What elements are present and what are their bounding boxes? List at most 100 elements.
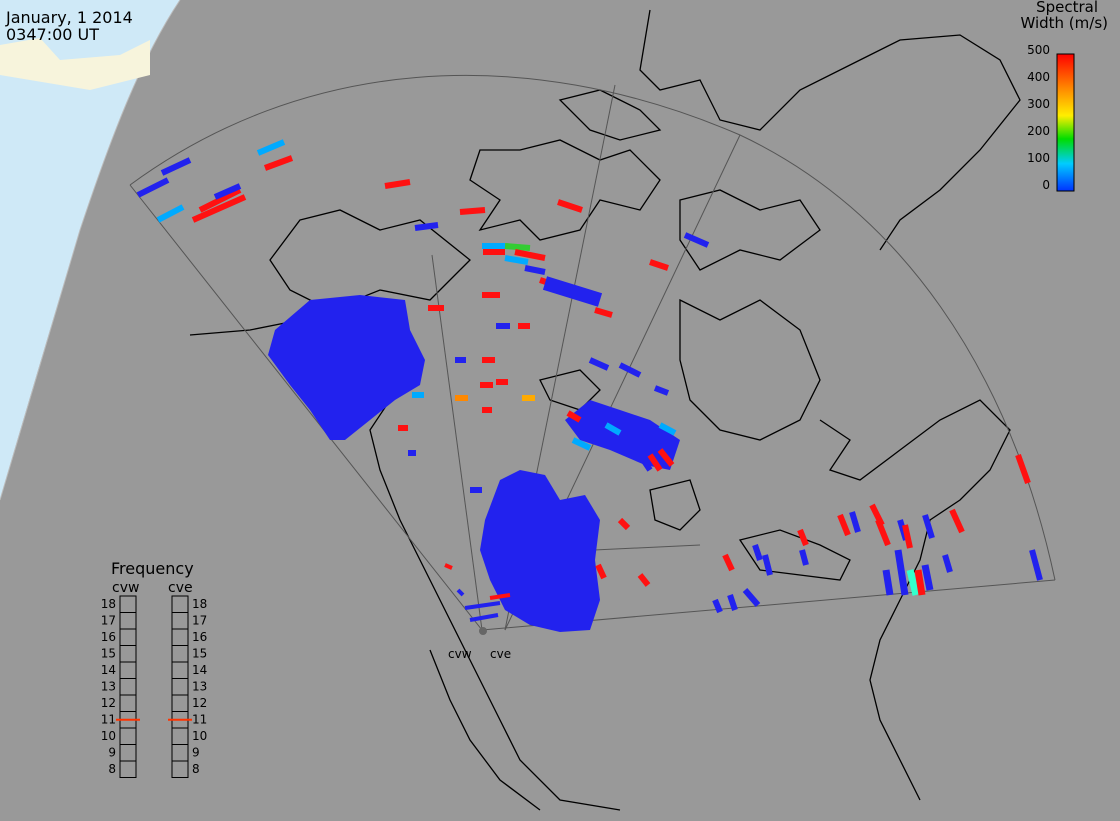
frequency-cell: [171, 694, 189, 712]
echo-cell: [922, 514, 935, 539]
echo-cell: [566, 410, 582, 423]
echo-cell: [921, 564, 934, 591]
echo-cell: [914, 569, 926, 596]
colorbar-title-line2: Width (m/s): [1020, 14, 1108, 32]
frequency-tick-label: 12: [101, 696, 116, 710]
frequency-cell: [119, 760, 137, 778]
echo-cell: [882, 569, 894, 596]
frequency-cell: [171, 661, 189, 679]
frequency-tick-label: 10: [192, 729, 207, 743]
echo-cell: [653, 385, 670, 396]
frequency-cell: [119, 694, 137, 712]
echo-cell: [464, 601, 501, 610]
echo-cell: [649, 259, 669, 271]
frequency-tick-label: 14: [192, 663, 207, 677]
colorbar-title-line1: Spectral: [1036, 0, 1098, 16]
colorbar-tick: 400: [1027, 70, 1050, 84]
frequency-cell: [171, 645, 189, 663]
frequency-tick-label: 15: [101, 647, 116, 661]
colorbar-tick: 500: [1027, 43, 1050, 57]
frequency-cell: [119, 661, 137, 679]
frequency-cell: [171, 760, 189, 778]
colorbar-tick: 200: [1027, 124, 1050, 138]
echo-cell: [263, 155, 294, 171]
echo-cell: [256, 139, 286, 156]
colorbar-tick: 0: [1042, 178, 1050, 192]
sunlit-region: [0, 0, 180, 500]
echo-cell: [1015, 453, 1031, 485]
echo-cell: [156, 204, 185, 223]
echo-cell: [456, 588, 465, 597]
echo-cell: [752, 544, 763, 561]
frequency-cell: [171, 628, 189, 646]
echo-cell: [875, 518, 891, 547]
frequency-tick-label: 16: [192, 630, 207, 644]
frequency-tick-label: 9: [108, 746, 116, 760]
frequency-cell: [171, 678, 189, 696]
echo-cell: [637, 453, 653, 472]
colorbar-gradient: [1056, 53, 1075, 192]
echo-cell: [1029, 549, 1043, 581]
echo-cell: [906, 569, 920, 596]
echo-cell: [489, 593, 511, 600]
frequency-tick-label: 9: [192, 746, 200, 760]
echo-cell: [742, 588, 761, 607]
spectral-width-colorbar: Spectral Width (m/s) 500 400 300 200 100…: [1020, 0, 1108, 192]
echo-cell: [524, 265, 546, 275]
land-patch-label-area: [0, 38, 150, 90]
frequency-cell: [171, 727, 189, 745]
echo-cell: [504, 243, 531, 251]
echo-cell: [637, 573, 651, 587]
echo-cell: [160, 157, 192, 176]
frequency-tick-label: 8: [192, 762, 200, 776]
frequency-tick-label: 13: [101, 680, 116, 694]
echo-cell: [198, 187, 242, 213]
echo-cell: [849, 511, 861, 533]
echo-cell: [384, 179, 411, 189]
echo-cell: [837, 513, 851, 537]
colorbar-tick-labels: 500 400 300 200 100 0: [1027, 43, 1050, 192]
echo-cell: [444, 563, 453, 570]
echo-cell: [557, 199, 583, 213]
echo-cell: [469, 613, 499, 622]
echo-cell: [213, 183, 242, 200]
echo-cell: [727, 594, 738, 611]
echo-cell: [712, 598, 723, 614]
frequency-tick-label: 10: [101, 729, 116, 743]
echo-cell: [136, 177, 170, 198]
frequency-tick-label: 8: [108, 762, 116, 776]
frequency-cell: [119, 612, 137, 630]
radar-site-cve-label: cve: [490, 647, 511, 661]
echo-cell: [604, 422, 622, 436]
radar-echoes: [136, 139, 1043, 632]
frequency-panel: Frequency cvw cve 1817161514131211109818…: [101, 559, 207, 778]
frequency-tick-label: 11: [101, 713, 116, 727]
echo-cell: [588, 357, 610, 371]
echo-cell: [762, 554, 773, 576]
frequency-cell: [119, 678, 137, 696]
time-label: 0347:00 UT: [6, 25, 99, 44]
echo-cell: [459, 207, 486, 215]
frequency-cell: [119, 744, 137, 762]
echo-cell: [949, 508, 965, 534]
frequency-tick-label: 18: [192, 597, 207, 611]
echo-cell: [617, 517, 631, 531]
echo-cell: [191, 194, 247, 223]
frequency-cell: [171, 612, 189, 630]
echo-cell: [902, 524, 913, 549]
colorbar-tick: 300: [1027, 97, 1050, 111]
frequency-cell: [119, 727, 137, 745]
echo-cell: [594, 307, 613, 318]
echo-cell: [799, 549, 809, 566]
echo-cell: [657, 448, 675, 467]
frequency-cell: [119, 595, 137, 613]
colorbar-tick: 100: [1027, 151, 1050, 165]
echo-cell: [571, 437, 592, 451]
echo-cell: [683, 232, 710, 248]
date-label: January, 1 2014: [5, 8, 133, 27]
frequency-tick-label: 12: [192, 696, 207, 710]
echo-cell: [894, 549, 909, 596]
frequency-tick-label: 13: [192, 680, 207, 694]
frequency-tick-label: 17: [192, 614, 207, 628]
